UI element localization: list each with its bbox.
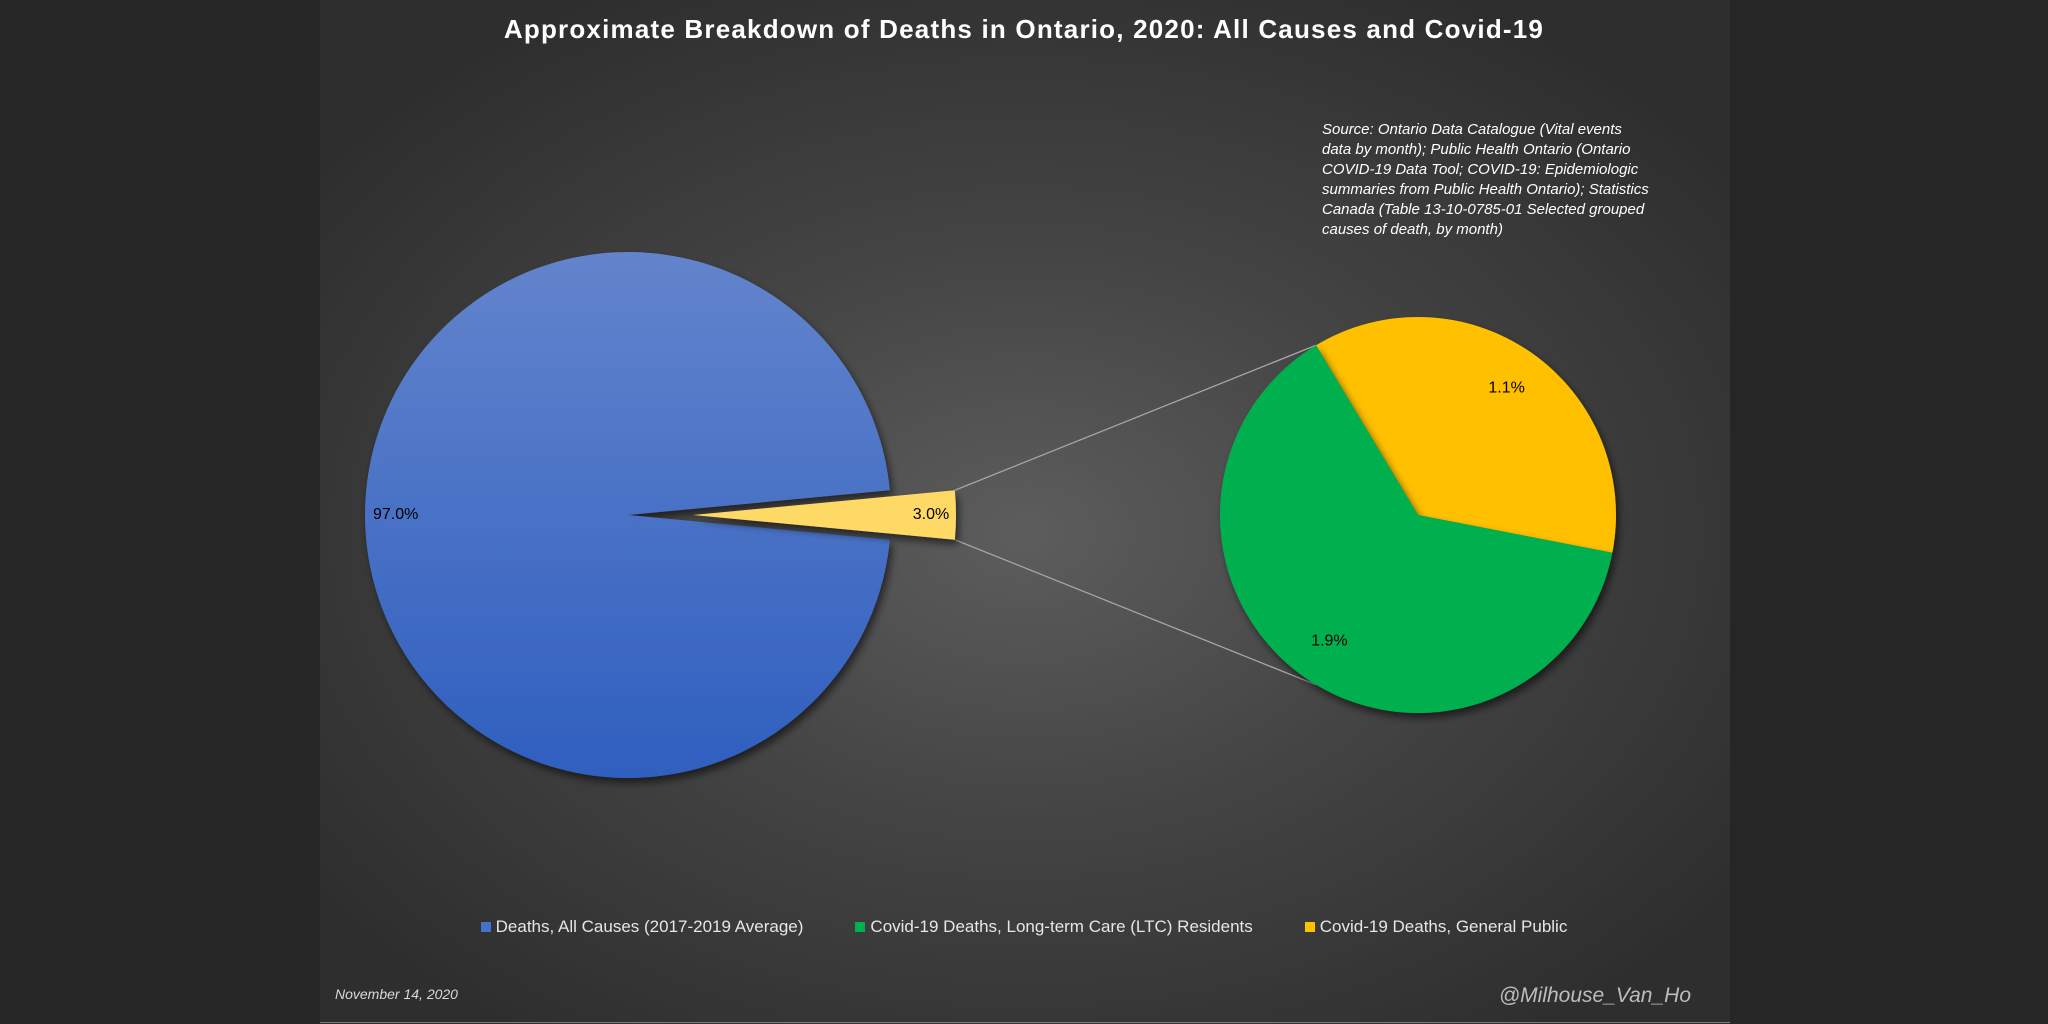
date-label: November 14, 2020 <box>335 986 458 1002</box>
source-note: Source: Ontario Data Catalogue (Vital ev… <box>1322 121 1649 238</box>
legend-swatch <box>855 922 866 932</box>
main-pie <box>365 251 957 778</box>
data-labels: 97.0% 3.0% 1.1% 1.9% <box>373 380 1525 650</box>
legend-label: Covid-19 Deaths, Long-term Care (LTC) Re… <box>870 917 1253 936</box>
chart-title: Approximate Breakdown of Deaths in Ontar… <box>503 14 1545 44</box>
label-all-causes: 97.0% <box>373 506 418 523</box>
connector-top <box>954 344 1317 491</box>
secondary-pie <box>1220 317 1616 713</box>
connector-bottom <box>954 539 1317 686</box>
legend-swatch <box>480 922 491 932</box>
legend-item-ltc: Covid-19 Deaths, Long-term Care (LTC) Re… <box>855 917 1253 937</box>
slice-all-causes <box>365 251 890 778</box>
legend-label: Deaths, All Causes (2017-2019 Average) <box>495 917 804 936</box>
connector-lines <box>954 344 1317 686</box>
slice-general-public <box>1316 317 1616 553</box>
author-handle: @Milhouse_Van_Ho <box>1498 984 1691 1007</box>
legend-swatch <box>1304 922 1315 932</box>
bottom-divider <box>320 1022 1730 1023</box>
label-covid-total: 3.0% <box>913 506 949 523</box>
label-general-public: 1.1% <box>1488 380 1524 397</box>
legend-label: Covid-19 Deaths, General Public <box>1319 917 1568 936</box>
legend: Deaths, All Causes (2017-2019 Average) C… <box>0 917 2048 937</box>
legend-item-all-causes: Deaths, All Causes (2017-2019 Average) <box>480 917 804 937</box>
slice-covid-total <box>693 490 957 540</box>
legend-item-general-public: Covid-19 Deaths, General Public <box>1304 917 1568 937</box>
label-ltc: 1.9% <box>1311 633 1347 650</box>
slice-ltc <box>1220 345 1613 713</box>
